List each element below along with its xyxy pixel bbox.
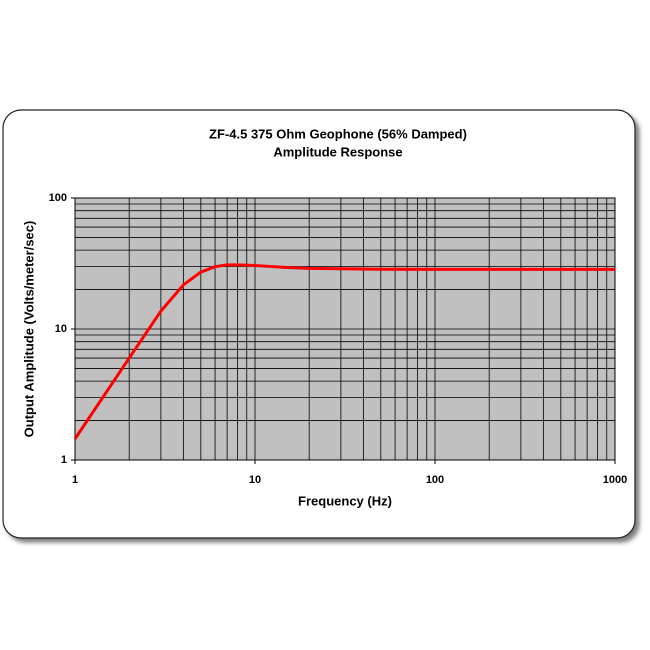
data-line — [73, 263, 615, 440]
x-tick-label: 10 — [249, 474, 261, 486]
x-tick-label: 1000 — [603, 474, 627, 486]
chart-subtitle: Amplitude Response — [273, 144, 402, 159]
x-axis-label: Frequency (Hz) — [298, 493, 392, 508]
y-tick-label: 10 — [55, 323, 67, 335]
y-tick-label: 1 — [61, 454, 67, 466]
y-tick-label: 100 — [49, 192, 67, 204]
chart-title: ZF-4.5 375 Ohm Geophone (56% Damped) — [209, 126, 467, 141]
x-tick-label: 100 — [426, 474, 444, 486]
x-tick-label: 1 — [72, 474, 78, 486]
y-axis-label: Output Amplitude (Volts/meter/sec) — [21, 221, 36, 438]
